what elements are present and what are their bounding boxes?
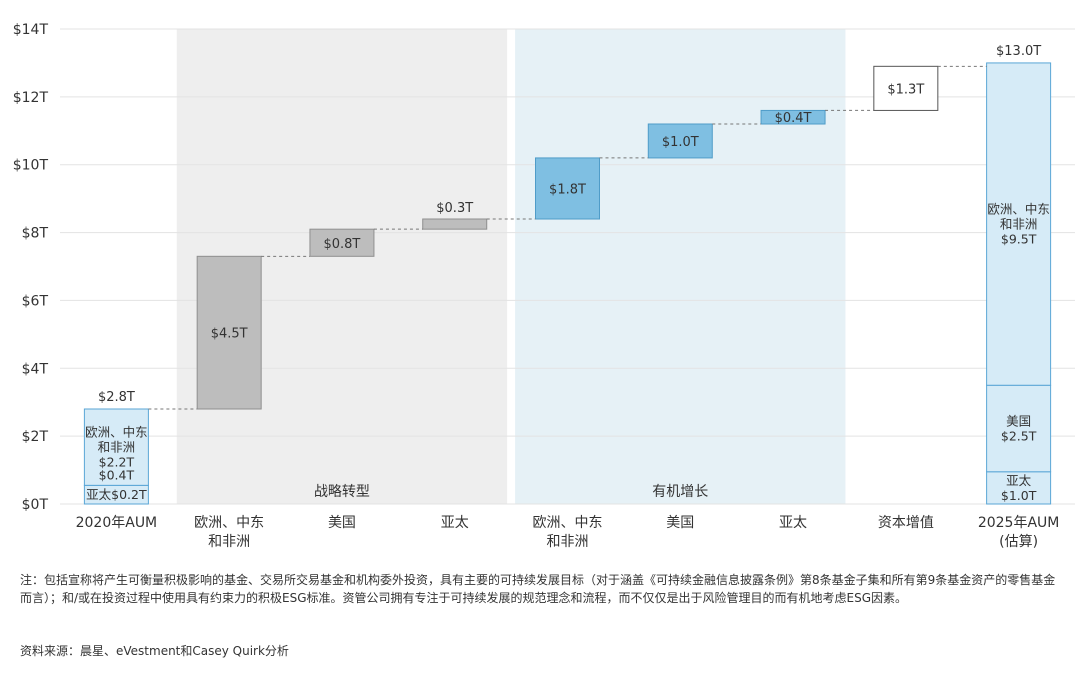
y-tick-label: $0T <box>22 497 49 513</box>
bar <box>760 109 826 125</box>
x-tick-label: 2025年AUM <box>978 515 1060 531</box>
bar <box>422 218 488 230</box>
bar <box>647 123 713 159</box>
y-tick-label: $8T <box>22 226 49 242</box>
bar-segment <box>986 471 1052 505</box>
x-tick-label: 欧洲、中东 <box>194 515 264 531</box>
y-tick-label: $6T <box>22 293 49 309</box>
y-tick-label: $2T <box>22 429 49 445</box>
bar-value-label: $0.8T <box>323 237 360 252</box>
group-background-1 <box>515 29 846 504</box>
segment-label: 亚太 <box>1006 473 1032 488</box>
bar-value-label: $1.3T <box>887 82 924 97</box>
segment-label: $9.5T <box>1001 232 1037 247</box>
bar-segment <box>986 384 1052 473</box>
waterfall-chart: 战略转型 有机增长 $0T $2T $4T $6T $8T $10T $12T $14T 2020年… <box>13 22 1075 550</box>
bar <box>873 65 939 111</box>
total-label: $2.8T <box>98 390 135 405</box>
segment-label: $2.2T <box>99 455 135 470</box>
y-tick-label: $4T <box>22 361 49 377</box>
segment-label: 欧洲、中东 <box>85 425 148 440</box>
segment-label: $0.4T <box>99 467 135 482</box>
footnote: 注：包括宣称将产生可衡量积极影响的基金、交易所交易基金和机构委外投资，具有主要的… <box>20 573 1056 605</box>
bar <box>196 255 262 410</box>
x-tick-label: (估算) <box>999 534 1038 550</box>
bar-value-label: $1.0T <box>662 135 699 150</box>
total-label: $13.0T <box>996 44 1041 59</box>
segment-label: 和非洲 <box>1000 217 1038 232</box>
segment-label: 美国 <box>1006 414 1031 429</box>
segment-label: $1.0T <box>1001 488 1037 503</box>
segment-label: 亚太$0.2T <box>86 487 147 502</box>
bar-value-label: $0.3T <box>436 201 473 216</box>
y-tick-label: $12T <box>13 90 49 106</box>
segment-label: $2.5T <box>1001 429 1037 444</box>
x-tick-label: 和非洲 <box>547 534 589 550</box>
x-tick-label: 亚太 <box>779 515 807 531</box>
x-tick-label: 美国 <box>328 515 356 531</box>
bar-value-label: $1.8T <box>549 182 586 197</box>
y-tick-label: $14T <box>13 22 49 38</box>
x-tick-label: 和非洲 <box>208 534 250 550</box>
x-tick-label: 资本增值 <box>878 515 934 531</box>
x-tick-label: 2020年AUM <box>76 515 158 531</box>
segment-label: 欧洲、中东 <box>987 202 1050 217</box>
bar-value-label: $4.5T <box>211 327 248 342</box>
bar <box>309 228 375 257</box>
x-tick-label: 亚太 <box>441 515 469 531</box>
segment-label: 和非洲 <box>98 440 136 455</box>
bar-segment <box>83 408 149 486</box>
x-tick-label: 美国 <box>666 515 694 531</box>
bar <box>535 157 600 220</box>
group-label: 战略转型 <box>314 484 370 500</box>
bar-segment <box>986 62 1052 386</box>
group-label: 有机增长 <box>652 484 708 500</box>
bar-value-label: $0.4T <box>775 111 812 126</box>
y-tick-label: $10T <box>13 158 49 174</box>
x-tick-label: 欧洲、中东 <box>533 515 603 531</box>
source-note: 资料来源：晨星、eVestment和Casey Quirk分析 <box>20 644 289 658</box>
